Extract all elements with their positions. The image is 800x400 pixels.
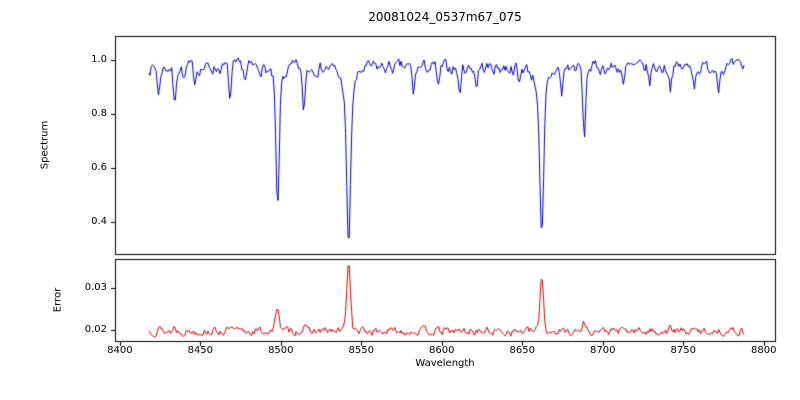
y-tick-label: 0.8 — [91, 108, 107, 119]
x-tick-label: 8750 — [670, 345, 696, 356]
x-tick-label: 8450 — [187, 345, 214, 356]
x-tick-label: 8700 — [590, 345, 616, 356]
x-tick-label: 8650 — [509, 345, 535, 356]
x-tick-label: 8800 — [750, 345, 777, 356]
plot-title: 20081024_0537m67_075 — [368, 10, 522, 24]
wavelength-x-axis-label: Wavelength — [415, 358, 475, 369]
x-tick-label: 8550 — [348, 345, 375, 356]
x-tick-label: 8400 — [107, 345, 133, 356]
x-tick-label: 8500 — [268, 345, 294, 356]
y-tick-label: 0.4 — [91, 216, 107, 227]
y-tick-label: 1.0 — [91, 54, 107, 65]
spectrum-y-axis-label: Spectrum — [39, 120, 51, 170]
y-tick-label: 0.6 — [91, 162, 107, 173]
y-tick-label: 0.03 — [84, 281, 107, 293]
x-tick-label: 8600 — [429, 345, 455, 356]
y-tick-label: 0.02 — [84, 323, 107, 335]
